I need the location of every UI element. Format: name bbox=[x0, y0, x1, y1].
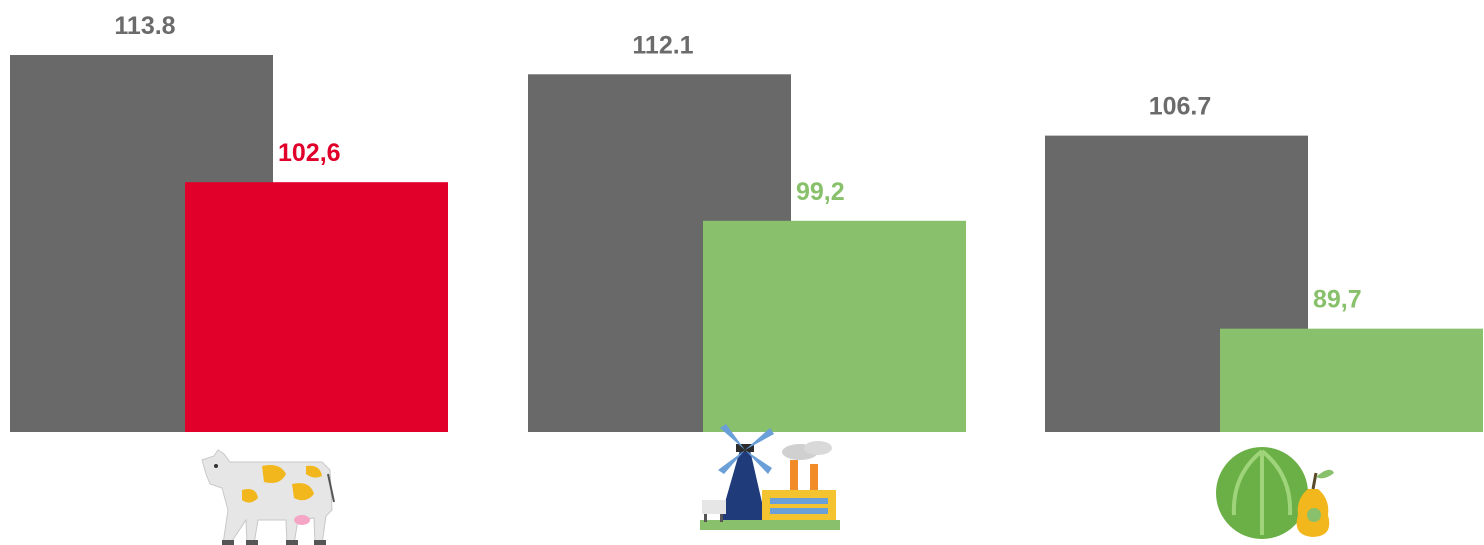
bars-layer bbox=[10, 55, 1483, 432]
value-label-3-1: 106.7 bbox=[1149, 93, 1212, 121]
value-label-3-2: 89,7 bbox=[1313, 286, 1362, 314]
value-label-2-1: 112.1 bbox=[632, 31, 693, 59]
cow-icon bbox=[202, 450, 334, 545]
value-label-2-2: 99,2 bbox=[796, 178, 845, 206]
bar-2-2 bbox=[703, 221, 966, 432]
bar-3-2 bbox=[1220, 329, 1483, 432]
bar-1-2 bbox=[185, 182, 448, 432]
value-label-1-2: 102,6 bbox=[278, 139, 341, 167]
value-label-1-1: 113.8 bbox=[114, 12, 175, 40]
windmill-factory-icon bbox=[700, 424, 840, 530]
cabbage-pear-icon bbox=[1216, 447, 1334, 539]
